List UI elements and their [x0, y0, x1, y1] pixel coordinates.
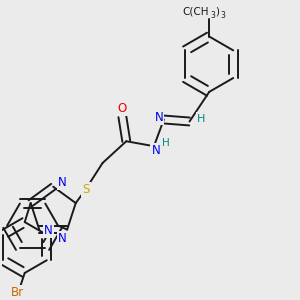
Text: Br: Br — [11, 286, 24, 299]
Text: N: N — [58, 232, 67, 245]
Text: O: O — [118, 102, 127, 115]
Text: H: H — [162, 138, 170, 148]
Text: N: N — [44, 224, 52, 237]
Text: N: N — [152, 144, 160, 157]
Text: ): ) — [216, 7, 220, 17]
Text: 3: 3 — [210, 11, 215, 20]
Text: S: S — [82, 183, 89, 196]
Text: 3: 3 — [220, 11, 225, 20]
Text: N: N — [154, 111, 163, 124]
Text: N: N — [58, 176, 67, 189]
Text: C(CH: C(CH — [183, 7, 209, 17]
Text: H: H — [197, 113, 206, 124]
